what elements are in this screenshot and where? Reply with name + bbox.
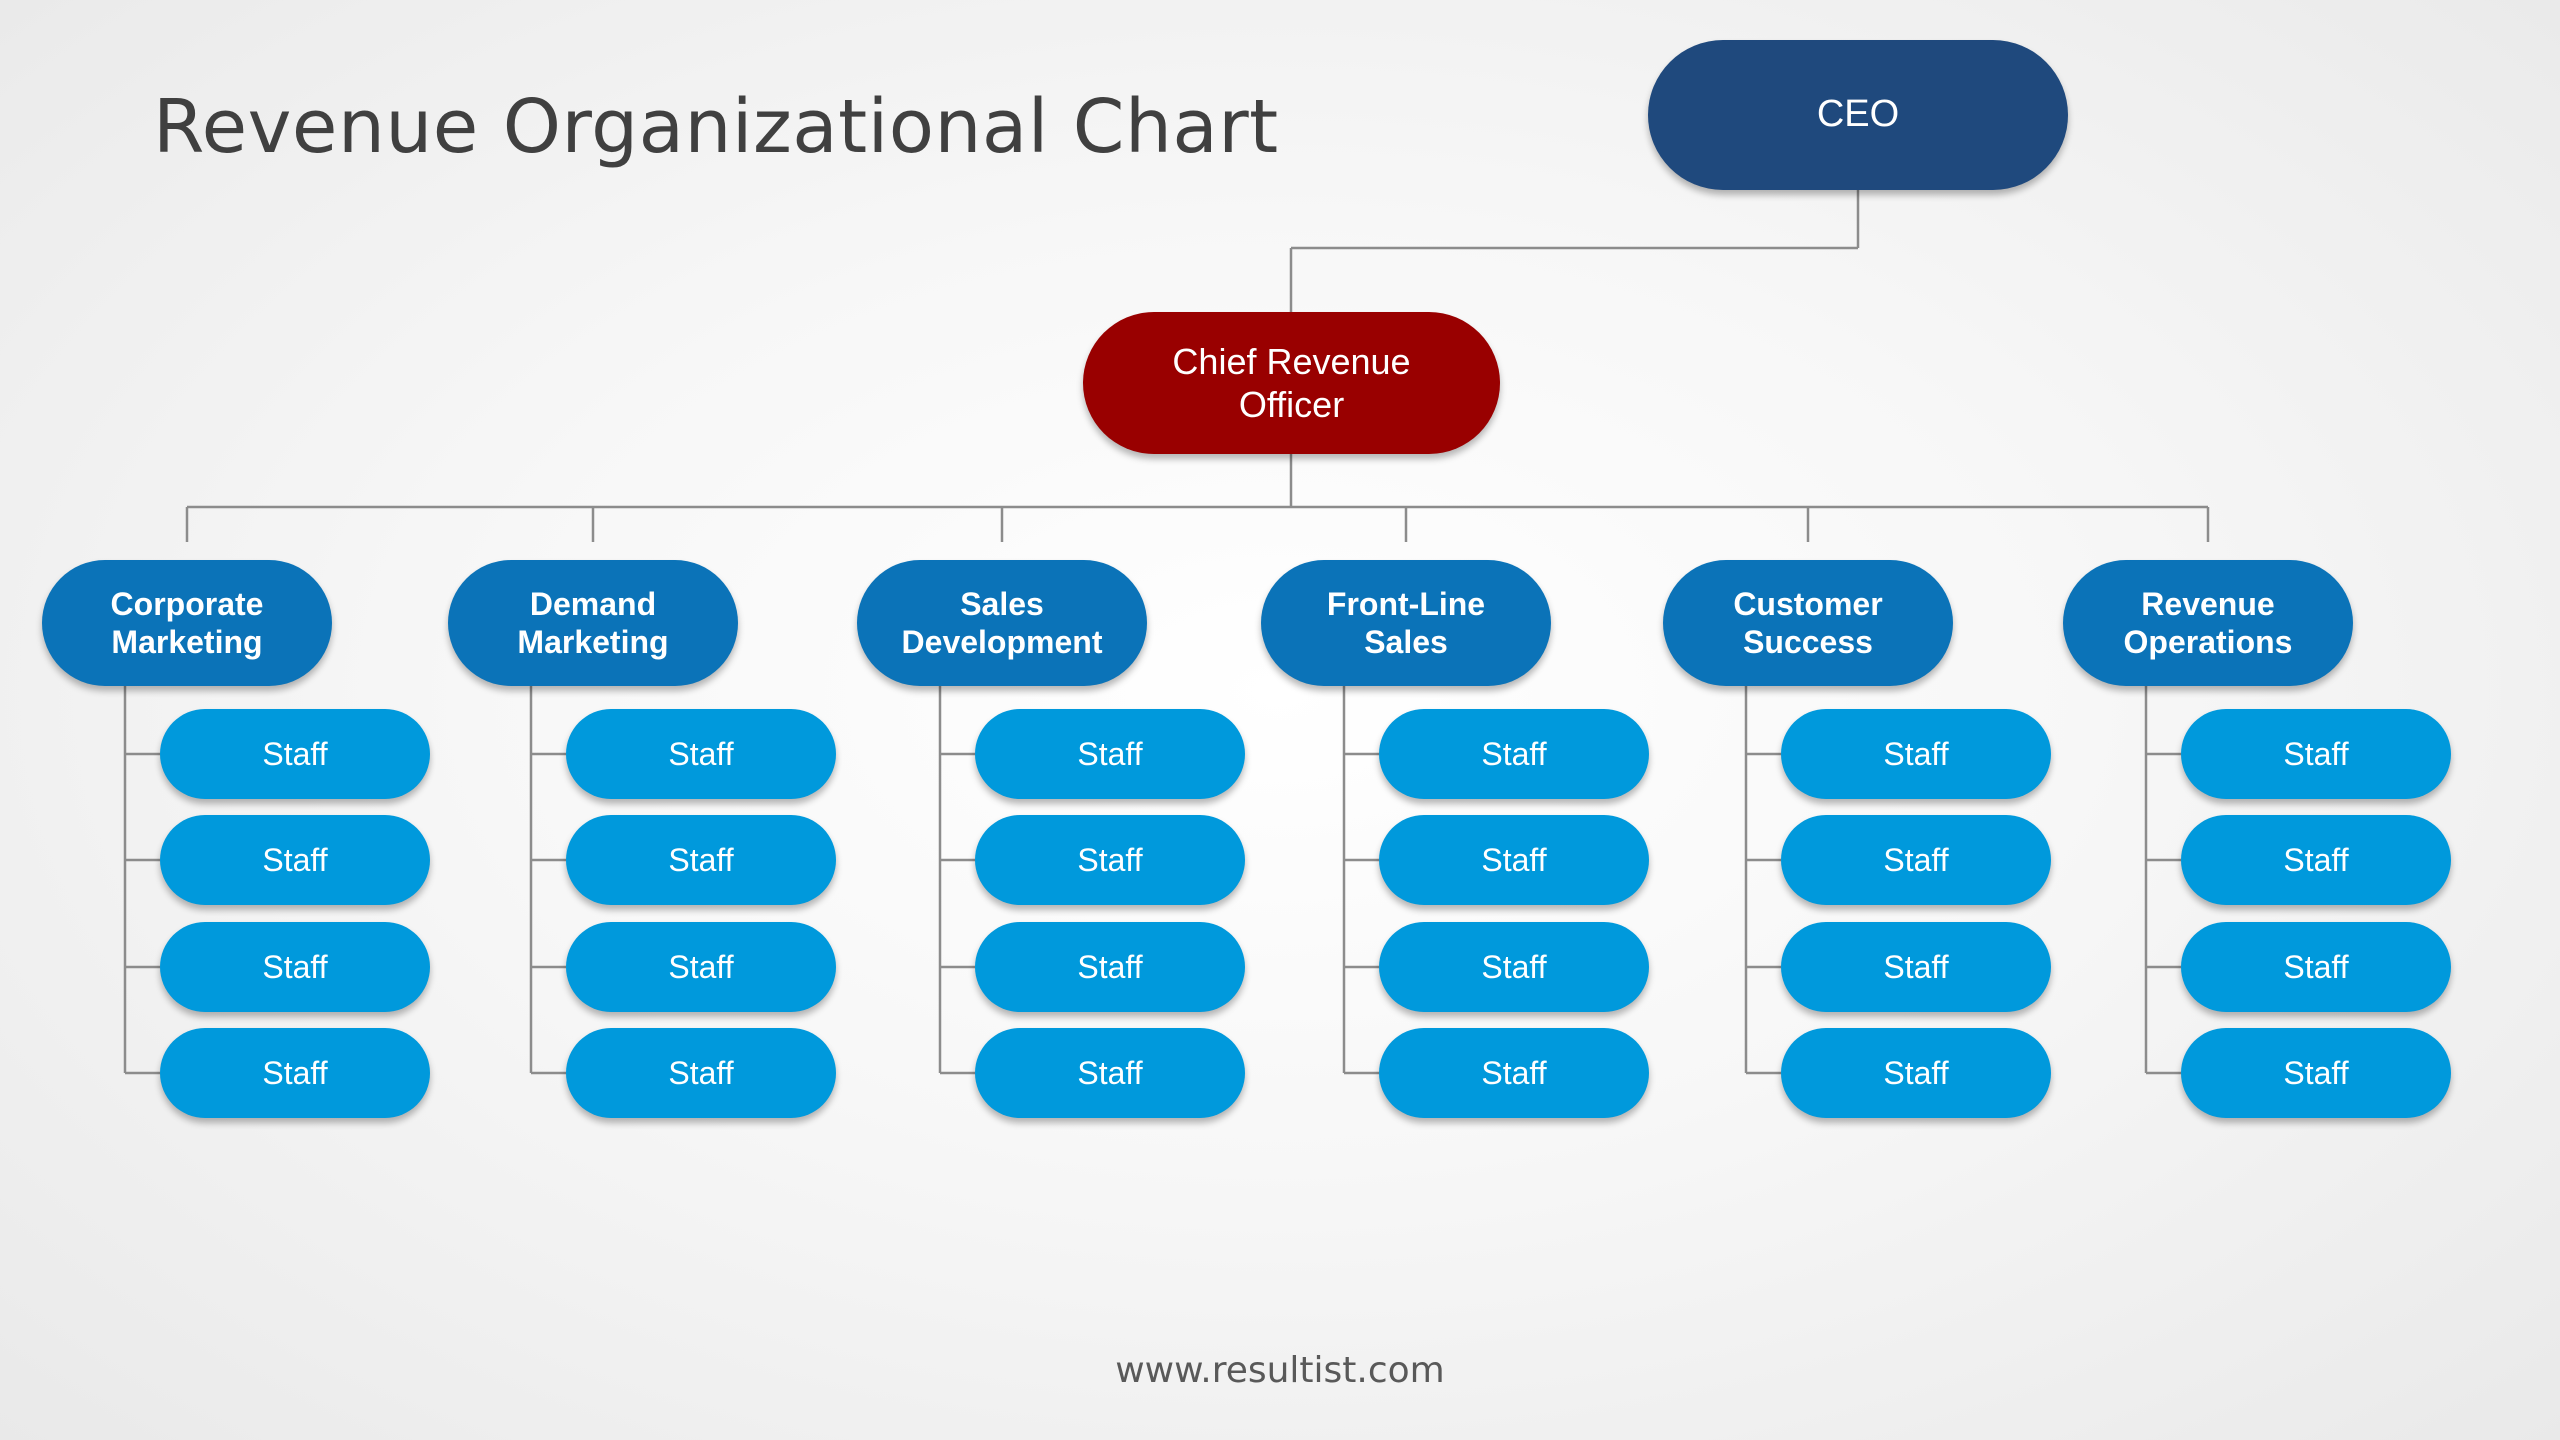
department-node: Demand Marketing [448,560,738,686]
staff-label: Staff [2283,948,2349,985]
staff-node: Staff [566,815,836,905]
staff-label: Staff [262,1054,328,1091]
ceo-label: CEO [1816,93,1900,136]
department-node: Corporate Marketing [42,560,332,686]
staff-label: Staff [1077,735,1143,772]
department-label: Revenue Operations [2123,585,2293,660]
staff-label: Staff [1481,1054,1547,1091]
department-label: Sales Development [901,585,1103,660]
department-label: Demand Marketing [517,585,669,660]
staff-node: Staff [566,709,836,799]
staff-label: Staff [1077,1054,1143,1091]
cro-node: Chief Revenue Officer [1083,312,1500,454]
page-title: Revenue Organizational Chart [153,84,1279,170]
staff-label: Staff [668,735,734,772]
department-node: Customer Success [1663,560,1953,686]
staff-node: Staff [1781,815,2051,905]
staff-node: Staff [2181,815,2451,905]
staff-label: Staff [262,948,328,985]
staff-node: Staff [2181,1028,2451,1118]
department-label: Corporate Marketing [110,585,264,660]
staff-label: Staff [668,1054,734,1091]
department-node: Revenue Operations [2063,560,2353,686]
staff-node: Staff [160,922,430,1012]
staff-label: Staff [1883,948,1949,985]
staff-label: Staff [1883,1054,1949,1091]
department-node: Front-Line Sales [1261,560,1551,686]
staff-label: Staff [2283,735,2349,772]
staff-node: Staff [1781,922,2051,1012]
staff-label: Staff [668,948,734,985]
staff-node: Staff [975,815,1245,905]
staff-node: Staff [566,1028,836,1118]
staff-label: Staff [1077,841,1143,878]
staff-node: Staff [2181,922,2451,1012]
staff-label: Staff [1883,841,1949,878]
staff-label: Staff [2283,841,2349,878]
staff-node: Staff [1379,1028,1649,1118]
staff-label: Staff [1481,948,1547,985]
staff-node: Staff [1379,815,1649,905]
department-label: Customer Success [1733,585,1883,660]
footer-url: www.resultist.com [1115,1350,1445,1391]
staff-label: Staff [262,735,328,772]
staff-node: Staff [1781,709,2051,799]
staff-label: Staff [1883,735,1949,772]
staff-label: Staff [2283,1054,2349,1091]
staff-node: Staff [566,922,836,1012]
staff-label: Staff [262,841,328,878]
staff-node: Staff [975,709,1245,799]
staff-node: Staff [1379,709,1649,799]
staff-node: Staff [975,1028,1245,1118]
staff-label: Staff [1481,735,1547,772]
staff-node: Staff [2181,709,2451,799]
staff-node: Staff [160,709,430,799]
department-node: Sales Development [857,560,1147,686]
staff-node: Staff [975,922,1245,1012]
ceo-node: CEO [1648,40,2068,190]
staff-label: Staff [1077,948,1143,985]
staff-label: Staff [1481,841,1547,878]
staff-node: Staff [160,815,430,905]
staff-node: Staff [1379,922,1649,1012]
staff-node: Staff [160,1028,430,1118]
cro-label: Chief Revenue Officer [1172,340,1411,425]
staff-node: Staff [1781,1028,2051,1118]
staff-label: Staff [668,841,734,878]
department-label: Front-Line Sales [1326,585,1486,660]
